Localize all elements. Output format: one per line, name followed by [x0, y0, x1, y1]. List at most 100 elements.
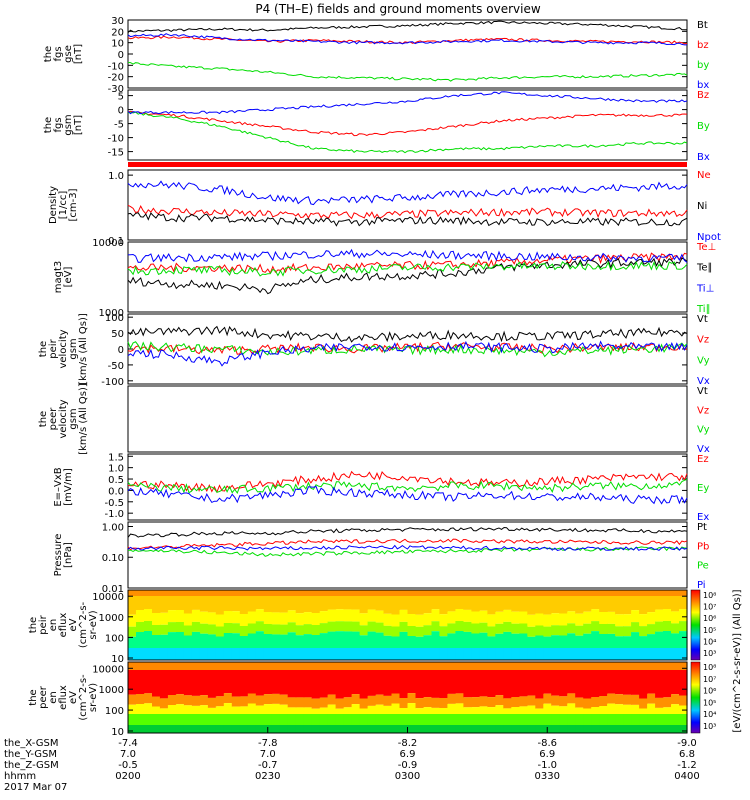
peir-eflux-cell — [128, 626, 137, 637]
peir-eflux-cell — [128, 590, 137, 596]
peir-eflux-cell — [487, 596, 496, 615]
peir-eflux-cell — [159, 596, 169, 613]
peer-eflux-cell — [391, 670, 401, 694]
peir-eflux-cell — [495, 590, 504, 596]
peir-eflux-cell — [335, 596, 345, 610]
peir-eflux-cell — [152, 625, 161, 635]
peer-eflux-cell — [343, 725, 353, 733]
peir-eflux-cell — [239, 590, 249, 596]
peer-eflux-cell — [375, 704, 385, 714]
peer-eflux-cell — [591, 662, 600, 670]
peir-eflux-cell — [136, 596, 145, 610]
peir-eflux-cell — [559, 590, 568, 596]
peer-eflux-cell — [199, 695, 209, 706]
peir-eflux-axis-label: peir — [38, 614, 49, 634]
peir-eflux-cell — [327, 590, 337, 596]
peer-eflux-cell — [391, 725, 401, 733]
peer-eflux-cell — [255, 714, 265, 725]
peer-eflux-cell — [311, 662, 321, 670]
peer-eflux-cell — [271, 670, 281, 694]
peir-eflux-cell — [391, 590, 401, 596]
peir-eflux-cell — [303, 648, 313, 660]
peer-eflux-cell — [391, 714, 401, 725]
peer-eflux-cell — [519, 662, 528, 670]
peer-eflux-cell — [471, 714, 480, 725]
peer-eflux-cell — [159, 670, 169, 699]
peer-eflux-cell — [599, 670, 608, 696]
peer-eflux-cell — [239, 725, 249, 733]
colorbar-label: [eV/(cm^2-s-sr-eV)] (All Qs)] — [732, 589, 743, 732]
peir-eflux-cell — [495, 623, 504, 634]
peir-eflux-cell — [152, 613, 161, 625]
peir-velocity-tick-label: 100 — [105, 313, 124, 324]
peer-eflux-cell — [599, 696, 608, 706]
peir-eflux-cell — [319, 633, 329, 648]
peir-eflux-cell — [575, 596, 584, 614]
peir-eflux-cell — [279, 624, 289, 635]
peer-eflux-cell — [287, 714, 297, 725]
peer-eflux-cell — [319, 697, 329, 708]
peer-eflux-cell — [575, 662, 584, 670]
peir-eflux-cell — [631, 596, 640, 611]
peer-velocity-legend-Vy: Vy — [697, 425, 710, 436]
fgs-gse-axis-label: fgs — [53, 46, 64, 61]
peer-eflux-cell — [255, 670, 265, 696]
peir-eflux-cell — [207, 596, 217, 613]
peir-eflux-cell — [351, 590, 361, 596]
peer-eflux-cell — [631, 704, 640, 714]
peer-eflux-cell — [623, 714, 632, 725]
peir-eflux-cell — [431, 596, 441, 610]
peer-eflux-cell — [327, 670, 337, 695]
peir-eflux-cell — [671, 596, 680, 612]
peer-eflux-cell — [247, 714, 257, 725]
peer-eflux-cell — [503, 725, 512, 733]
peir-eflux-axis-label: (cm^2-s- — [78, 601, 89, 648]
peer-eflux-cell — [455, 725, 464, 733]
peer-eflux-cell — [519, 706, 528, 714]
peer-eflux-cell — [647, 693, 656, 704]
peer-eflux-cell — [383, 670, 393, 696]
peer-eflux-cell — [415, 725, 425, 733]
peir-eflux-cell — [519, 590, 528, 596]
peer-eflux-cell — [343, 670, 353, 698]
peir-eflux-cell — [215, 596, 225, 615]
peer-eflux-tick-label: 100 — [105, 706, 124, 717]
peir-eflux-cell — [239, 636, 249, 648]
fgs-gse-legend-bx: bx — [697, 80, 709, 91]
peir-eflux-cell — [655, 590, 664, 596]
chart-title: P4 (TH–E) fields and ground moments over… — [255, 2, 540, 16]
peer-eflux-axis-label: peer — [38, 685, 49, 709]
peer-eflux-cell — [255, 695, 265, 706]
peer-eflux-cell — [607, 662, 616, 670]
panel-peir-velocity: 100 50 0 -50 -100 the peir velocity gsm [km/s (Al… — [38, 313, 710, 388]
peir-eflux-cell — [183, 648, 193, 660]
peir-eflux-cell — [583, 596, 592, 612]
peer-eflux-cell — [367, 705, 377, 714]
peer-eflux-cell — [527, 670, 536, 696]
peir-eflux-cell — [599, 596, 608, 612]
peir-velocity-tick-label: 50 — [111, 329, 124, 340]
peir-eflux-cell — [199, 648, 209, 660]
peer-eflux-cell — [455, 693, 464, 704]
peir-eflux-cell — [431, 590, 441, 596]
peir-eflux-cell — [255, 621, 265, 632]
colorbar-tick-label: 10⁸ — [703, 591, 716, 600]
peer-eflux-cell — [463, 697, 472, 708]
peer-eflux-cell — [335, 708, 345, 714]
peer-eflux-cell — [295, 670, 305, 698]
peer-eflux-cell — [303, 670, 313, 698]
peir-eflux-cell — [423, 648, 433, 660]
peir-eflux-cell — [599, 648, 608, 660]
density-legend-Ni: Ni — [697, 201, 707, 212]
efield-tick-label: 0.5 — [108, 475, 124, 486]
peer-eflux-cell — [583, 698, 592, 709]
peir-eflux-cell — [431, 621, 441, 632]
peir-eflux-cell — [623, 590, 632, 596]
peir-eflux-cell — [671, 633, 680, 648]
peer-eflux-cell — [215, 670, 225, 697]
peer-eflux-cell — [519, 714, 528, 725]
peir-eflux-cell — [175, 632, 185, 648]
peir-eflux-cell — [295, 596, 305, 614]
efield-tick-label: 0.0 — [108, 486, 124, 497]
peir-eflux-cell — [319, 611, 329, 624]
